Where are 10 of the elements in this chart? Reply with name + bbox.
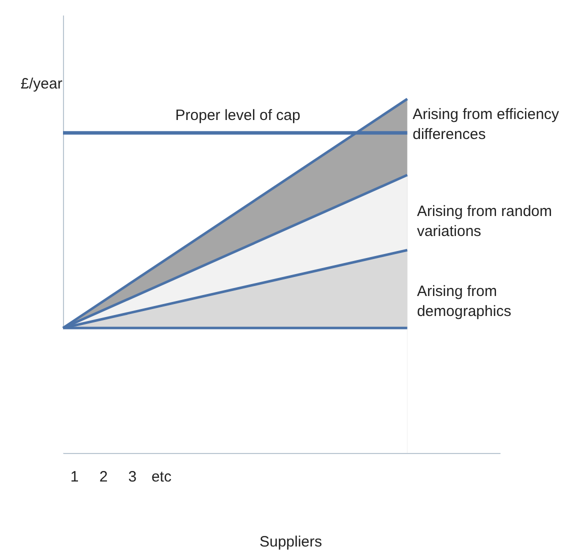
annotation: Proper level of cap bbox=[175, 106, 300, 124]
annotation: Arising from efficiency differences bbox=[412, 106, 560, 143]
x-axis-title: Suppliers bbox=[259, 534, 322, 550]
annotation: Arising from demographics bbox=[416, 283, 512, 320]
y-axis-title: £/year bbox=[20, 76, 62, 92]
x-tick-label: 2 bbox=[99, 468, 108, 486]
x-tick-label: etc bbox=[151, 468, 172, 486]
x-tick-label: 1 bbox=[70, 468, 79, 486]
annotation: Arising from random variations bbox=[416, 203, 552, 240]
x-tick-label: 3 bbox=[128, 468, 137, 486]
